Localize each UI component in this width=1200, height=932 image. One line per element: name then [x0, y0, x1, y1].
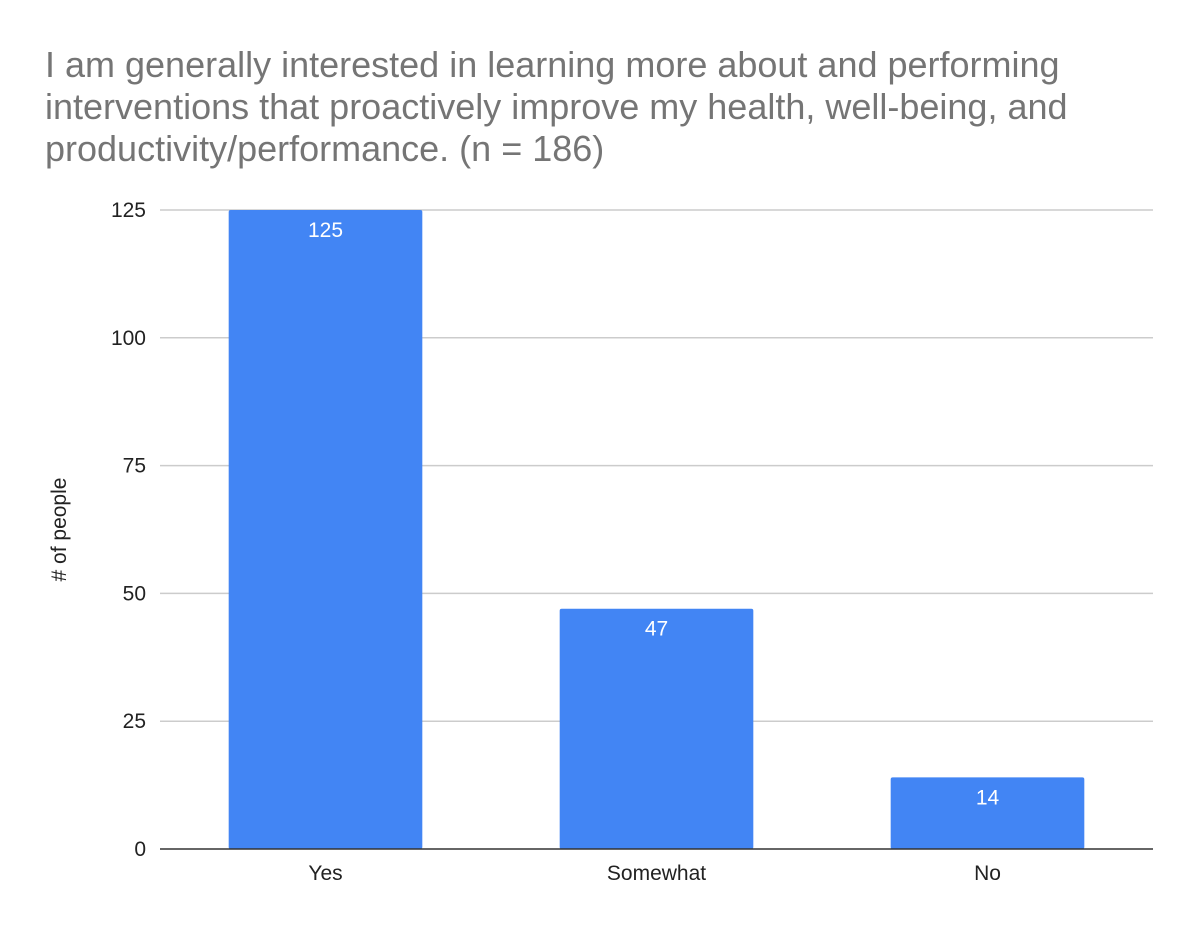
bar	[890, 777, 1085, 849]
y-tick-label: 50	[123, 582, 146, 605]
y-tick-label: 75	[123, 455, 146, 478]
bar	[228, 210, 423, 849]
y-tick-label: 125	[111, 199, 146, 222]
bar-data-label: 47	[645, 618, 668, 641]
x-category-label: No	[974, 862, 1001, 885]
x-category-label: Yes	[308, 862, 342, 885]
x-axis-categories: Yes Somewhat No	[308, 862, 1001, 885]
bar-data-label: 125	[308, 219, 343, 242]
bar-data-label: 14	[976, 786, 1000, 809]
bar	[559, 608, 754, 849]
x-category-label: Somewhat	[607, 862, 706, 885]
y-tick-label: 0	[134, 838, 146, 861]
y-axis-label: # of people	[48, 478, 71, 582]
bars: 125 47 14	[228, 210, 1085, 849]
y-tick-label: 100	[111, 327, 146, 350]
y-tick-label: 25	[123, 710, 146, 733]
chart-title: I am generally interested in learning mo…	[45, 44, 1068, 169]
y-axis-ticks: 0 25 50 75 100 125	[111, 199, 146, 861]
